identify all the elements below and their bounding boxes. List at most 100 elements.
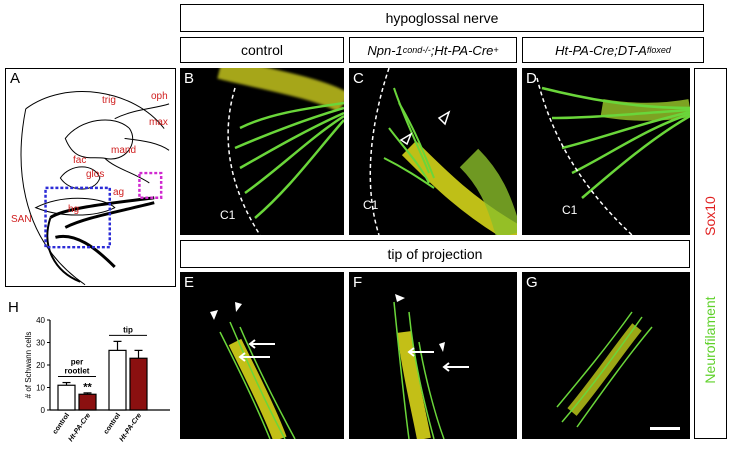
y-tick-label: 0 [41,406,46,415]
panel-f-micrograph: F [349,272,517,439]
panel-f-letter: F [353,274,363,291]
label-oph: oph [151,91,168,102]
panel-d-c1-label: C1 [562,203,578,217]
label-fac: fac [73,155,87,166]
bar [108,349,127,411]
embryo-schematic-svg [20,91,170,286]
y-tick-label: 20 [36,361,45,370]
scale-bar [650,427,680,430]
y-axis-label: # of Schwann cells [24,332,33,399]
panel-b-letter: B [184,70,195,87]
arrowhead-1 [395,294,405,302]
bar [57,384,76,411]
rootlets [234,101,344,219]
label-mand: mand [111,145,137,156]
panel-d-letter: D [526,70,537,87]
panel-e-micrograph: E [180,272,344,439]
label-san: SAN [11,214,32,225]
arrowhead-1 [399,132,413,146]
ht-sup: floxed [646,45,671,55]
panel-h-letter: H [8,299,19,316]
y-tick-label: 40 [36,316,45,325]
panel-e-svg [210,302,296,439]
arrow-2 [238,352,270,362]
panel-h-chart: H 0 10 20 30 40 # of Schwann cells control ** Ht… [5,292,176,462]
trig-ganglion [64,119,134,160]
arrow-1 [248,339,275,349]
fibers [219,321,296,439]
panel-a-schematic: A trig oph max mand fac glos ag SAN hg [5,68,176,287]
sox10-label: Sox10 [702,196,718,236]
npn-sup1: cond-/- [402,45,431,55]
panel-f-svg [393,294,469,439]
label-ag: ag [113,187,125,198]
group-label: per [71,358,83,367]
npn-mid: ;Ht-PA-Cre [430,42,494,58]
panel-c-micrograph: C C1 [349,68,517,235]
panel-a-letter: A [10,70,21,87]
header-tip-of-projection: tip of projection [180,240,690,268]
category-label: control [103,412,122,435]
ht-prefix: Ht-PA-Cre;DT-A [555,42,647,58]
nerve-tip-core [228,338,287,439]
category-label: control [52,412,71,435]
header-hypoglossal-nerve: hypoglossal nerve [180,4,704,32]
c1-dashed-line [536,77,633,235]
nerve-trunk [217,68,344,113]
san-nerve [46,217,81,283]
rootlets [541,86,690,199]
npn-sup2: + [493,45,499,55]
bar [78,393,97,411]
stain-legend-box [694,68,727,439]
category-label: Ht-PA-Cre [68,412,93,443]
body-outline [20,108,86,286]
group-label: tip [123,325,133,334]
panel-b-svg [217,68,344,235]
header-ht-pa-cre: Ht-PA-Cre;DT-A floxed [522,37,704,63]
panel-g-micrograph: G [522,272,690,439]
arrow-2 [442,362,469,372]
blue-dashed-box [44,186,112,249]
header-hypoglossal-text: hypoglossal nerve [385,10,499,26]
npn-prefix: Npn-1 [367,42,403,58]
significance-label: ** [83,381,92,393]
bar [129,357,148,411]
arrowhead-2 [235,302,242,312]
fibers [556,311,653,428]
header-tip-text: tip of projection [387,246,483,262]
panel-b-micrograph: B C1 [180,68,344,235]
group-label: rootlet [65,367,90,376]
panel-g-svg [556,311,653,428]
label-glos: glos [86,169,105,180]
c1-dashed-line [227,87,261,235]
oph-branch [114,103,170,120]
arrow-1 [407,347,434,357]
category-label: Ht-PA-Cre [119,412,144,443]
rootlets [383,87,435,189]
schwann-cell-bar-chart: 0 10 20 30 40# of Schwann cells control ** Ht-P… [24,316,170,443]
nerve-tip-core [567,323,642,416]
label-max: max [149,117,168,128]
header-control: control [180,37,344,63]
panel-b-c1-label: C1 [220,208,236,222]
nerve-tip-core [397,331,431,439]
magenta-dashed-box [138,171,163,199]
label-hg: hg [68,204,80,215]
c1-dashed-line [369,68,390,235]
header-npn: Npn-1 cond-/- ;Ht-PA-Cre + [349,37,517,63]
y-tick-label: 10 [36,384,45,393]
y-tick-label: 30 [36,339,45,348]
neurofilament-label: Neurofilament [702,296,718,384]
head-outline [25,91,165,129]
arrowhead-2 [437,110,451,126]
mand-branch [104,157,150,184]
max-branch [124,137,170,151]
panel-c-letter: C [353,70,364,87]
nerve-bundle-right [459,148,517,235]
panel-d-micrograph: D C1 [522,68,690,235]
panel-e-letter: E [184,274,195,291]
panel-d-svg [536,77,690,235]
arrowhead-1 [210,310,218,320]
panel-c-svg [369,68,517,235]
panel-c-c1-label: C1 [363,198,379,212]
